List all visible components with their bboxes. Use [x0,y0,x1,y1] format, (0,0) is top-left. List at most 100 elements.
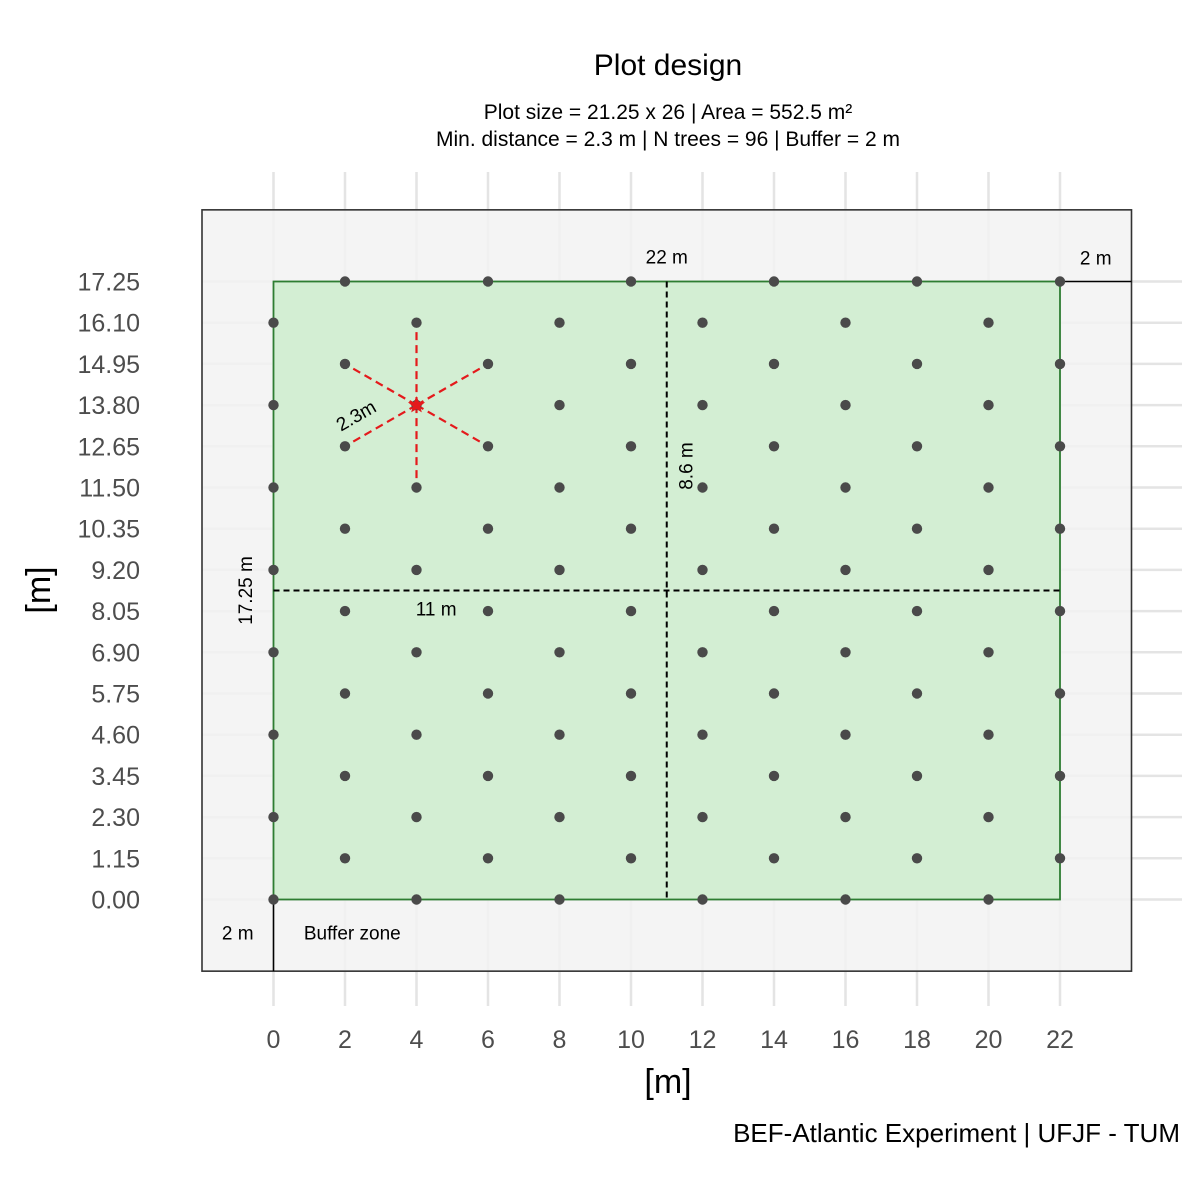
x-tick-label: 8 [553,1026,567,1054]
tree-point [1054,770,1066,782]
x-tick-label: 2 [338,1026,352,1054]
tree-point [768,358,780,370]
buffer-left-label: 2 m [222,924,254,945]
highlighted-tree-point [407,396,426,413]
tree-point [339,523,351,534]
chart-subtitle-line2: Min. distance = 2.3 m | N trees = 96 | B… [436,128,900,151]
tree-point [697,729,708,740]
x-tick-label: 18 [903,1026,931,1054]
tree-point [840,647,851,658]
height-label: 17.25 m [236,556,257,625]
neighbor-distance-line [415,362,489,407]
tree-point [697,647,708,658]
tree-point [768,770,780,782]
tree-point [768,441,780,452]
y-tick-label: 3.45 [91,763,140,791]
tree-point [697,317,708,328]
tree-point [339,358,351,370]
tree-point [768,276,780,287]
tree-point [983,564,994,576]
tree-point [554,811,565,823]
tree-point [268,894,279,905]
y-tick-label: 11.50 [79,475,140,503]
tree-point [840,564,851,576]
tree-point [697,564,708,576]
buffer-right-label: 2 m [1080,249,1112,270]
tree-point [625,770,637,782]
tree-point [339,770,351,782]
tree-point [983,317,994,328]
tree-point [768,688,780,699]
x-tick-label: 14 [760,1026,788,1054]
tree-point [625,523,637,534]
tree-point [768,853,780,864]
tree-point [911,770,923,782]
x-axis-ticks: 0 2 4 6 8 10 12 14 16 18 20 22 [267,1026,1074,1054]
tree-point [983,811,994,823]
tree-point [983,482,994,493]
tree-point [911,441,923,452]
tree-point [554,399,565,411]
tree-points [268,276,1066,905]
tree-point [268,482,279,493]
tree-point [840,317,851,328]
y-axis-title: [m] [20,566,58,613]
tree-point [554,564,565,576]
neighbor-distance-line [344,404,418,448]
tree-point [983,894,994,905]
tree-point [625,276,637,287]
tree-point [268,399,279,411]
x-tick-label: 12 [689,1026,717,1054]
x-tick-label: 22 [1046,1026,1074,1054]
tree-point [482,441,494,452]
x-tick-label: 4 [410,1026,424,1054]
tree-point [482,358,494,370]
y-tick-label: 4.60 [91,722,140,750]
half-width-label: 11 m [416,600,457,621]
tree-point [339,276,351,287]
tree-point [554,894,565,905]
tree-point [411,647,422,658]
width-label: 22 m [646,248,688,269]
y-tick-label: 16.10 [77,310,140,338]
tree-point [554,647,565,658]
y-tick-label: 8.05 [91,598,140,626]
y-tick-label: 17.25 [77,269,140,297]
tree-point [1054,688,1066,699]
tree-point [411,894,422,905]
tree-point [697,811,708,823]
tree-point [768,605,780,617]
tree-point [983,729,994,740]
x-tick-label: 0 [267,1026,281,1054]
chart-subtitle-line1: Plot size = 21.25 x 26 | Area = 552.5 m² [484,101,853,124]
tree-point [625,688,637,699]
tree-point [268,729,279,740]
y-tick-label: 0.00 [91,887,140,915]
x-tick-label: 16 [832,1026,860,1054]
tree-point [268,317,279,328]
tree-point [625,441,637,452]
tree-point [554,482,565,493]
tree-point [1054,605,1066,617]
tree-point [554,729,565,740]
tree-point [411,564,422,576]
y-tick-label: 10.35 [77,516,140,544]
chart-title: Plot design [594,49,742,82]
y-tick-label: 2.30 [91,804,140,832]
tree-point [411,729,422,740]
tree-point [1054,441,1066,452]
tree-point [482,688,494,699]
x-axis-title: [m] [644,1063,691,1101]
tree-point [554,317,565,328]
tree-point [911,358,923,370]
tree-point [911,688,923,699]
tree-point [1054,853,1066,864]
tree-point [625,853,637,864]
tree-point [339,853,351,864]
neighbor-distance-line [344,362,418,407]
tree-point [482,276,494,287]
tree-point [840,482,851,493]
tree-point [625,605,637,617]
half-height-label: 8.6 m [677,442,698,490]
